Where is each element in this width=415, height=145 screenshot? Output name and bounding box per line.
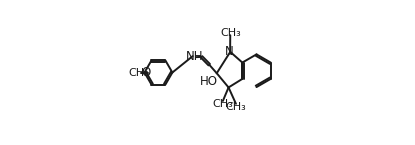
Text: O: O — [142, 66, 151, 79]
Text: CH₃: CH₃ — [128, 68, 149, 77]
Text: CH₃: CH₃ — [220, 28, 241, 38]
Text: HO: HO — [200, 75, 218, 88]
Text: N: N — [225, 45, 234, 58]
Text: NH: NH — [186, 50, 203, 63]
Text: CH₃: CH₃ — [212, 99, 233, 109]
Text: CH₃: CH₃ — [226, 102, 247, 112]
